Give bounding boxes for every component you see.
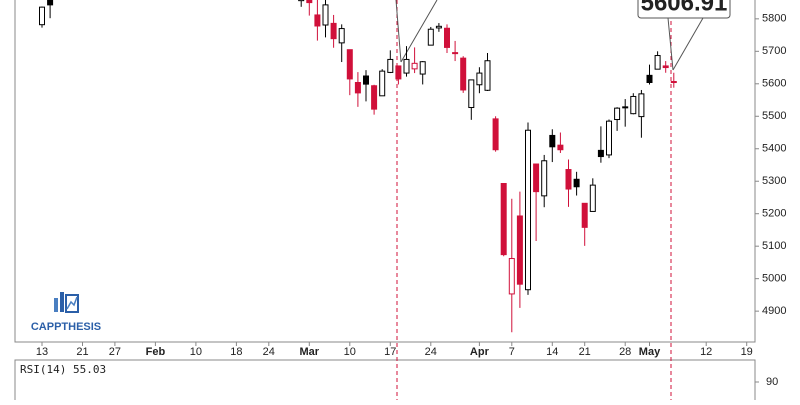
x-tick-label: 27 [109,346,121,358]
candle-body [638,93,645,118]
candle-body [371,85,378,110]
candle-body [533,163,540,193]
x-tick-label: 7 [509,346,515,358]
x-tick-label: 10 [344,346,356,358]
right-callout: 5606.91 [637,0,731,71]
candle-body [573,178,580,188]
y-tick-label: 5300 [762,175,786,187]
candles [39,0,677,333]
candle-body [39,6,45,26]
candle-body [435,25,442,29]
candle-body [581,202,588,228]
candle-body [306,0,313,4]
price-callout: 5606.91 [641,0,728,16]
indicator-label: RSI(14) 55.03 [20,363,106,376]
x-tick-label: 10 [190,346,202,358]
candle-body [468,79,475,109]
candle-body [387,58,394,73]
x-tick-label: Apr [470,346,490,358]
x-tick-label: Mar [300,346,320,358]
candle-body [525,129,531,291]
candle-body [622,106,629,109]
x-tick-label: 24 [425,346,437,358]
x-tick-label: 12 [700,346,712,358]
rsi-tick-label: 90 [766,376,778,388]
brand-name: CAPPTHESIS [31,321,101,333]
x-tick-label: 21 [76,346,88,358]
candle-body [403,58,410,74]
price-frame [14,0,756,343]
candle-body [47,0,54,6]
brand-logo: CAPPTHESIS [31,292,101,333]
x-tick-label: 24 [263,346,275,358]
candle-body [363,75,369,85]
candle-body [379,70,386,97]
y-tick-label: 5800 [762,13,786,25]
candle-body [565,169,572,190]
y-tick-label: 5500 [762,110,786,122]
y-tick-label: 5700 [762,45,786,57]
candle-body [338,28,345,44]
candle-body [589,184,596,212]
candle-body [500,183,507,256]
candle-body [395,65,402,80]
y-tick-label: 5600 [762,78,786,90]
y-tick-label: 5400 [762,143,786,155]
candle-body [427,28,434,46]
x-tick-label: 18 [230,346,242,358]
candle-body [508,258,515,295]
candle-body [452,52,459,55]
candle-body [330,22,337,40]
y-tick-label: 5000 [762,273,786,285]
candle-body [516,215,523,285]
candle-body [557,144,564,151]
x-tick-label: Feb [146,346,166,358]
x-tick-label: 28 [619,346,631,358]
y-tick-label: 5200 [762,208,786,220]
candle-body [670,81,677,84]
candle-body [597,149,604,158]
candle-body [298,0,305,2]
candle-body [346,49,353,80]
candle-body [460,57,467,91]
candle-body [354,81,361,94]
x-tick-label: May [639,346,661,358]
candle-body [549,134,556,148]
rsi-frame [14,359,756,405]
candle-body [484,60,491,91]
x-tick-label: 21 [579,346,591,358]
candle-body [444,27,450,48]
candle-body [606,120,612,156]
x-tick-label: 13 [36,346,48,358]
y-tick-label: 4900 [762,305,786,317]
candle-body [654,55,661,70]
x-tick-label: 19 [741,346,753,358]
candle-body [614,107,621,121]
candle-body [541,160,548,197]
candle-body [646,74,653,83]
x-tick-label: 14 [546,346,558,358]
candle-body [476,72,483,86]
candle-body [411,62,418,70]
y-tick-label: 5100 [762,240,786,252]
candle-body [314,14,321,27]
candle-body [419,61,426,75]
x-tick-label: 17 [384,346,396,358]
candle-body [492,118,499,151]
candle-body [322,4,329,26]
candle-body [630,95,637,115]
candle-body [662,65,669,69]
